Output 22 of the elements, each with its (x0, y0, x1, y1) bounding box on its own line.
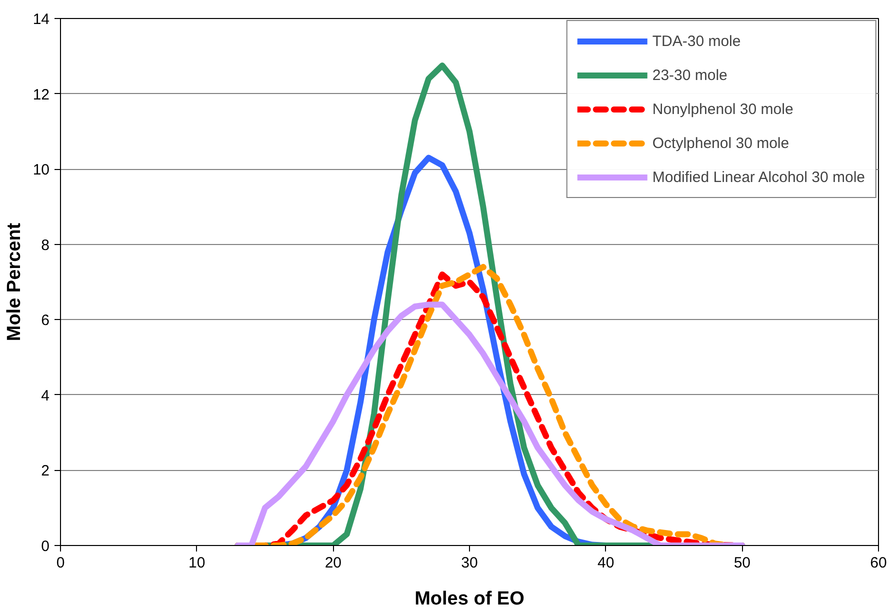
x-tick-label: 10 (188, 554, 206, 572)
legend-label: Nonylphenol 30 mole (652, 100, 794, 118)
y-tick-label: 4 (41, 387, 50, 404)
x-tick-label: 40 (597, 554, 614, 572)
y-tick-label: 0 (41, 538, 50, 555)
y-tick-label: 8 (41, 236, 50, 254)
y-tick-label: 12 (32, 86, 50, 104)
y-tick-label: 14 (32, 11, 50, 28)
x-axis-title: Moles of EO (414, 588, 524, 610)
legend-label: 23-30 mole (652, 66, 728, 84)
x-tick-label: 0 (56, 554, 65, 572)
y-tick-label: 2 (41, 462, 50, 480)
x-tick-label: 60 (870, 554, 887, 572)
y-tick-label: 10 (32, 162, 50, 179)
legend-label: TDA-30 mole (652, 32, 741, 50)
legend-label: Octylphenol 30 mole (652, 134, 790, 152)
y-tick-label: 6 (41, 312, 50, 330)
y-axis-title: Mole Percent (4, 222, 25, 342)
x-tick-label: 50 (734, 554, 751, 572)
x-tick-label: 20 (324, 554, 342, 572)
x-tick-label: 30 (461, 554, 478, 572)
legend-label: Modified Linear Alcohol 30 mole (652, 168, 865, 186)
